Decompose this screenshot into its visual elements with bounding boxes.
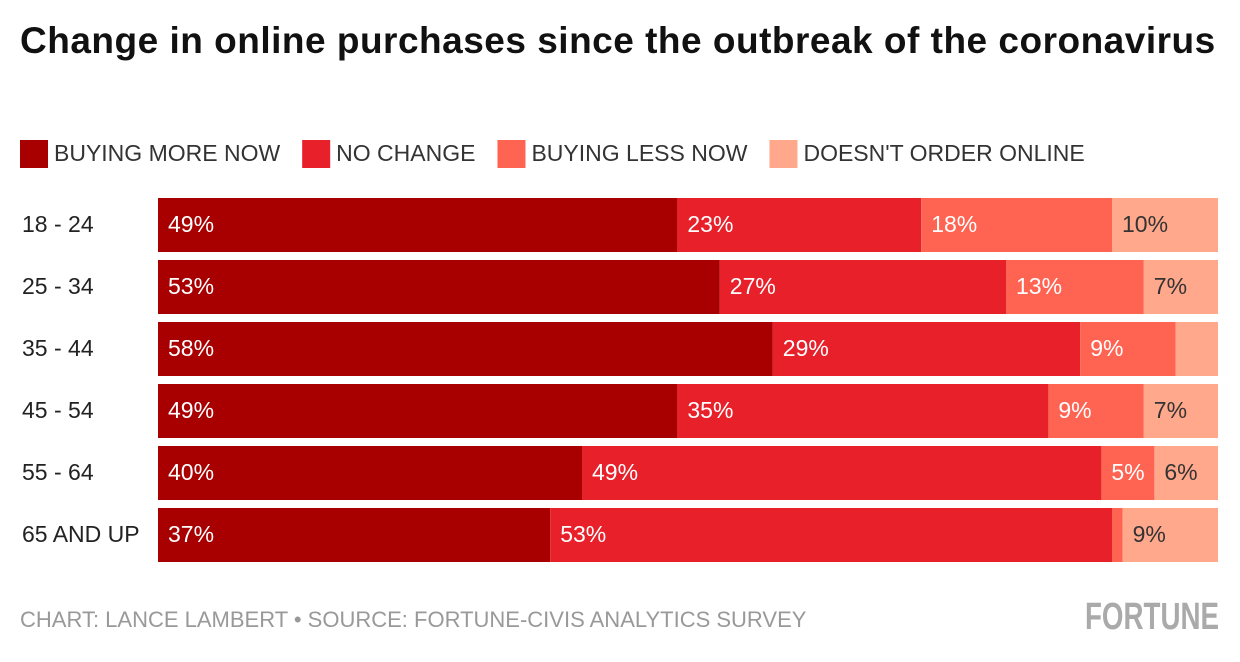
legend-label: BUYING LESS NOW: [531, 140, 747, 166]
data-label: 13%: [1016, 273, 1062, 299]
legend-swatch: [302, 140, 331, 168]
bar-segment: [1112, 198, 1218, 252]
bar-segment: [158, 322, 773, 376]
legend-swatch: [497, 140, 526, 168]
bar-segment: [677, 384, 1049, 438]
bar-segment: [1175, 322, 1218, 376]
data-label: 7%: [1154, 273, 1187, 299]
bar-segment: [582, 446, 1102, 500]
data-label: 53%: [560, 521, 606, 547]
bar-segment: [1006, 260, 1144, 314]
bar-segment: [677, 198, 922, 252]
bar-segment: [1143, 260, 1218, 314]
bar-segment: [921, 198, 1112, 252]
bar-segment: [158, 508, 551, 562]
bar-segment: [158, 446, 582, 500]
data-label: 18%: [931, 211, 977, 237]
data-label: 10%: [1122, 211, 1168, 237]
y-tick-label: 18 - 24: [22, 211, 94, 237]
data-label: 5%: [1111, 459, 1144, 485]
bar-segment: [1048, 384, 1144, 438]
bar-segment: [1080, 322, 1176, 376]
data-label: 7%: [1154, 397, 1187, 423]
bar-segment: [158, 198, 678, 252]
data-label: 9%: [1133, 521, 1166, 547]
bar-segment: [1122, 508, 1218, 562]
source: CHART: LANCE LAMBERT • SOURCE: FORTUNE-C…: [20, 607, 807, 632]
y-tick-label: 25 - 34: [22, 273, 94, 299]
data-label: 37%: [168, 521, 214, 547]
data-label: 49%: [168, 211, 214, 237]
data-label: 9%: [1090, 335, 1123, 361]
y-tick-label: 45 - 54: [22, 397, 94, 423]
legend-swatch: [769, 140, 798, 168]
data-label: 58%: [168, 335, 214, 361]
data-label: 49%: [168, 397, 214, 423]
bar-segment: [550, 508, 1112, 562]
legend-swatch: [20, 140, 48, 168]
legend-label: BUYING MORE NOW: [54, 140, 280, 166]
data-label: 53%: [168, 273, 214, 299]
data-label: 9%: [1058, 397, 1091, 423]
bar-segment: [1154, 446, 1218, 500]
data-label: 23%: [687, 211, 733, 237]
data-label: 27%: [730, 273, 776, 299]
data-label: 40%: [168, 459, 214, 485]
bar-segment: [719, 260, 1006, 314]
y-tick-label: 35 - 44: [22, 335, 94, 361]
data-label: 29%: [783, 335, 829, 361]
y-tick-label: 65 AND UP: [22, 521, 140, 547]
y-tick-label: 55 - 64: [22, 459, 94, 485]
bar-segment: [772, 322, 1081, 376]
bar-segment: [1112, 508, 1123, 562]
logo: FORTUNE: [1085, 596, 1219, 638]
bar-segment: [158, 384, 678, 438]
data-label: 6%: [1164, 459, 1197, 485]
bar-segment: [1101, 446, 1155, 500]
bar-segment: [1143, 384, 1218, 438]
data-label: 49%: [592, 459, 638, 485]
legend-label: DOESN'T ORDER ONLINE: [803, 140, 1084, 166]
legend-label: NO CHANGE: [336, 140, 475, 166]
chart-title: Change in online purchases since the out…: [20, 20, 1216, 61]
data-label: 35%: [687, 397, 733, 423]
bar-segment: [158, 260, 720, 314]
